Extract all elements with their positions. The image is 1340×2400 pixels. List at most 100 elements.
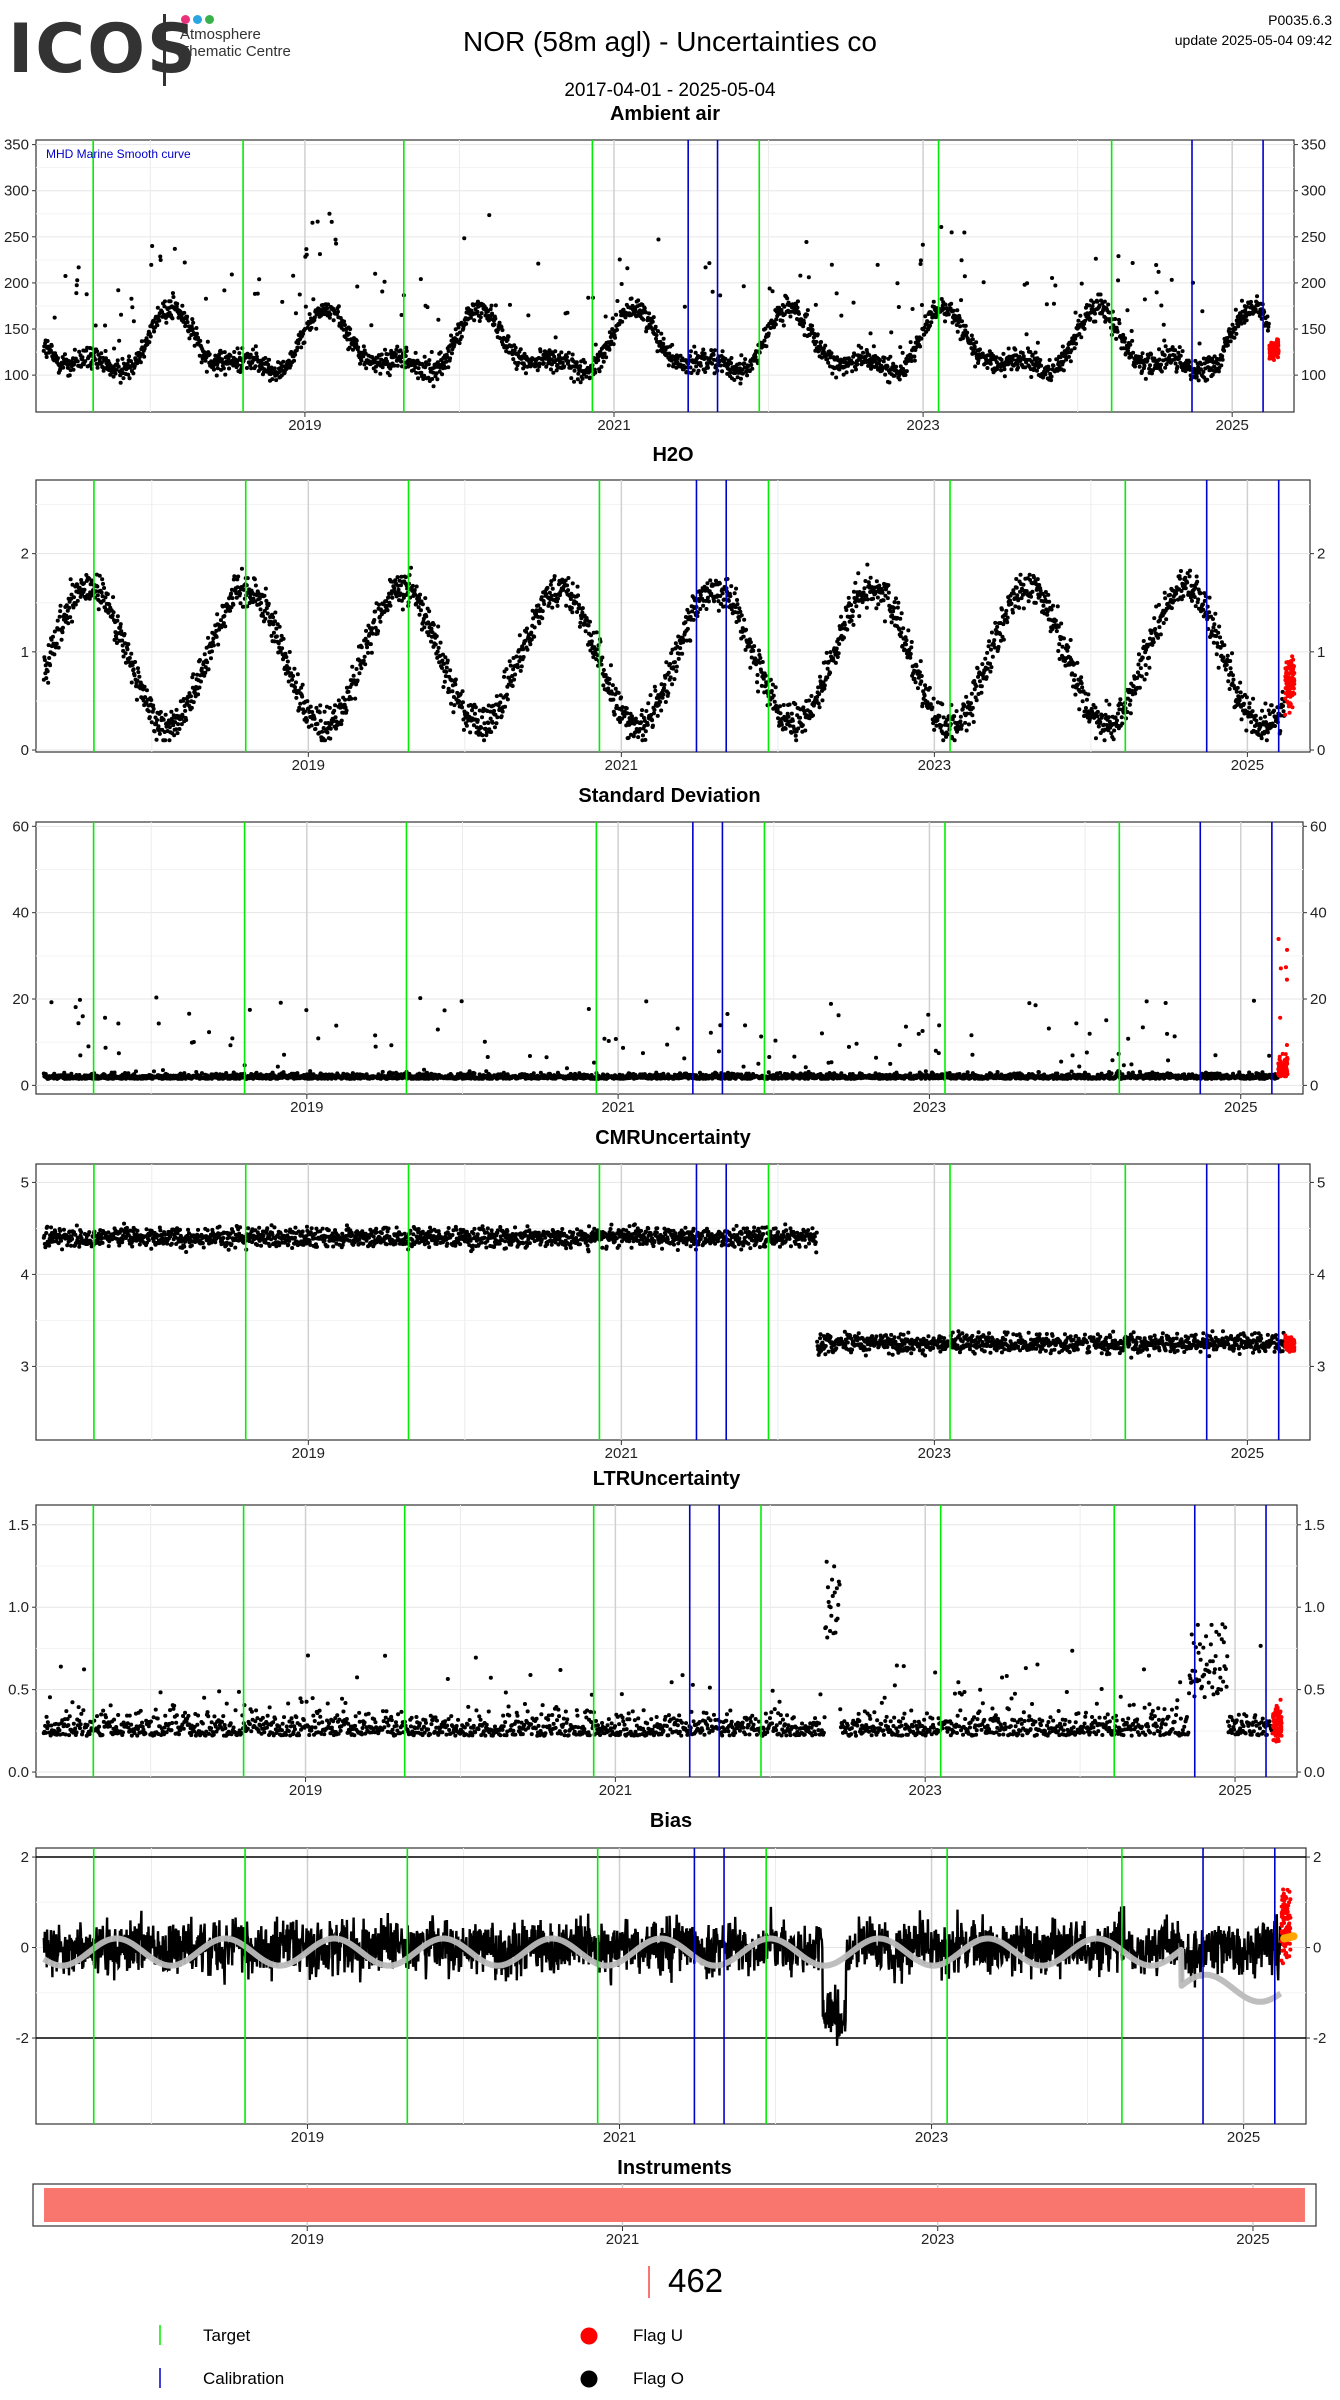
chart-title-stddev: Standard Deviation — [578, 785, 760, 807]
flag-o-points — [41, 995, 1280, 1081]
x-tick-label-instruments: 2019 — [291, 2231, 324, 2248]
y-tick-label-right-stddev: 0 — [1310, 1077, 1318, 1094]
logo-dot-blue — [193, 15, 202, 24]
x-tick-label-h2o: 2019 — [292, 757, 325, 774]
y-tick-label-right-ambient: 100 — [1301, 367, 1326, 384]
flag-u-points — [1283, 1333, 1297, 1354]
chart-bias: Bias 2019 2021 2023 2025 -2 -2 0 0 2 2 — [16, 1810, 1327, 2146]
y-tick-label-right-ambient: 300 — [1301, 183, 1326, 200]
plot-area-cmr — [35, 1163, 1311, 1441]
x-tick-label-cmr: 2021 — [605, 1445, 638, 1462]
legend-flag-o-label: Flag O — [633, 2369, 684, 2388]
chart-title-bias: Bias — [650, 1810, 692, 1832]
x-tick-label-cmr: 2019 — [292, 1445, 325, 1462]
x-tick-label-bias: 2025 — [1227, 2129, 1260, 2146]
y-tick-label-right-ltr: 0.5 — [1304, 1682, 1325, 1699]
chart-ambient: Ambient air 2019 2021 2023 2025 100 100 150 150 2… — [4, 103, 1326, 434]
data-points-h2o — [41, 562, 1297, 743]
y-tick-label-right-ltr: 1.0 — [1304, 1599, 1325, 1616]
x-tick-label-stddev: 2025 — [1224, 1099, 1257, 1116]
y-tick-label-stddev: 40 — [12, 905, 29, 922]
instrument-color-mark — [648, 2266, 650, 2298]
legend-flag-o-swatch — [580, 2370, 598, 2388]
legend: Target Calibration Flag U Flag O — [159, 2325, 684, 2388]
x-tick-label-instruments: 2021 — [606, 2231, 639, 2248]
legend-calibration-label: Calibration — [203, 2369, 284, 2388]
y-tick-label-right-h2o: 2 — [1317, 546, 1325, 563]
x-tick-label-ambient: 2019 — [288, 417, 321, 434]
y-tick-label-stddev: 60 — [12, 818, 29, 835]
y-tick-label-right-bias: 0 — [1313, 1940, 1321, 1957]
y-tick-label-ltr: 1.0 — [8, 1599, 29, 1616]
data-points-stddev — [41, 937, 1290, 1081]
y-tick-label-bias: 0 — [21, 1940, 29, 1957]
y-tick-label-bias: -2 — [16, 2030, 29, 2047]
data-points-cmr — [41, 1221, 1297, 1360]
logo-subtitle: Atmosphere Thematic Centre — [180, 26, 291, 60]
y-tick-label-right-stddev: 40 — [1310, 905, 1327, 922]
bias-series-line — [42, 1906, 1282, 2046]
chart-stddev: Standard Deviation 2019 2021 2023 2025 0 0 20 20… — [12, 785, 1326, 1116]
flag-o-points — [41, 1559, 1274, 1738]
x-tick-label-ltr: 2021 — [599, 1782, 632, 1799]
version-label: P0035.6.3 — [1268, 12, 1332, 28]
y-tick-label-ltr: 0.0 — [8, 1764, 29, 1781]
y-tick-label-right-bias: 2 — [1313, 1849, 1321, 1866]
y-tick-label-ambient: 300 — [4, 183, 29, 200]
legend-flag-u-label: Flag U — [633, 2326, 683, 2345]
plot-area-h2o — [35, 479, 1311, 753]
x-tick-label-ltr: 2023 — [909, 1782, 942, 1799]
y-tick-label-h2o: 1 — [21, 644, 29, 661]
y-tick-label-cmr: 5 — [21, 1174, 29, 1191]
y-tick-label-right-ambient: 350 — [1301, 137, 1326, 154]
y-tick-label-ambient: 250 — [4, 229, 29, 246]
y-tick-label-ltr: 0.5 — [8, 1682, 29, 1699]
flag-o-points — [41, 1221, 1287, 1360]
y-tick-label-right-stddev: 20 — [1310, 991, 1327, 1008]
y-tick-label-ambient: 150 — [4, 321, 29, 338]
x-tick-label-ltr: 2019 — [289, 1782, 322, 1799]
flag-u-points — [1267, 337, 1281, 362]
instrument-bar — [44, 2188, 1305, 2222]
flag-o-points — [41, 562, 1287, 743]
page-title: NOR (58m agl) - Uncertainties co — [463, 26, 877, 57]
y-tick-label-ambient: 200 — [4, 275, 29, 292]
x-tick-label-cmr: 2025 — [1231, 1445, 1264, 1462]
x-tick-label-instruments: 2023 — [921, 2231, 954, 2248]
flag-u-mean-marker — [1280, 1932, 1298, 1943]
x-tick-label-stddev: 2023 — [913, 1099, 946, 1116]
instrument-id: 462 — [668, 2262, 724, 2299]
x-tick-label-bias: 2019 — [291, 2129, 324, 2146]
y-tick-label-right-ltr: 0.0 — [1304, 1764, 1325, 1781]
y-tick-label-right-cmr: 4 — [1317, 1266, 1325, 1283]
legend-target-label: Target — [203, 2326, 251, 2345]
data-points-bias — [41, 1887, 1298, 2046]
x-tick-label-bias: 2021 — [603, 2129, 636, 2146]
x-tick-label-stddev: 2019 — [290, 1099, 323, 1116]
y-tick-label-right-ambient: 200 — [1301, 275, 1326, 292]
y-tick-label-stddev: 0 — [21, 1077, 29, 1094]
x-tick-label-bias: 2023 — [915, 2129, 948, 2146]
y-tick-label-right-ltr: 1.5 — [1304, 1517, 1325, 1534]
logo-divider — [163, 14, 166, 86]
y-tick-label-h2o: 2 — [21, 546, 29, 563]
chart-title-instruments: Instruments — [617, 2157, 731, 2179]
chart-instruments: Instruments 2019 2021 2023 2025 — [32, 2157, 1317, 2248]
x-tick-label-h2o: 2023 — [918, 757, 951, 774]
x-tick-label-h2o: 2025 — [1231, 757, 1264, 774]
x-tick-label-ambient: 2023 — [906, 417, 939, 434]
y-tick-label-right-stddev: 60 — [1310, 818, 1327, 835]
y-tick-label-right-cmr: 5 — [1317, 1174, 1325, 1191]
plot-area-stddev — [35, 821, 1304, 1095]
x-tick-label-ambient: 2021 — [597, 417, 630, 434]
flag-u-points — [1283, 654, 1297, 717]
x-tick-label-stddev: 2021 — [601, 1099, 634, 1116]
flag-u-points — [1276, 937, 1290, 1079]
y-tick-label-right-bias: -2 — [1313, 2030, 1326, 2047]
chart-title-ambient: Ambient air — [610, 103, 720, 125]
y-tick-label-ambient: 350 — [4, 137, 29, 154]
y-tick-label-cmr: 3 — [21, 1358, 29, 1375]
chart-cmr: CMRUncertainty 2019 2021 2023 2025 3 3 4 4 5 5 — [21, 1127, 1326, 1462]
data-points-ambient — [41, 211, 1281, 389]
